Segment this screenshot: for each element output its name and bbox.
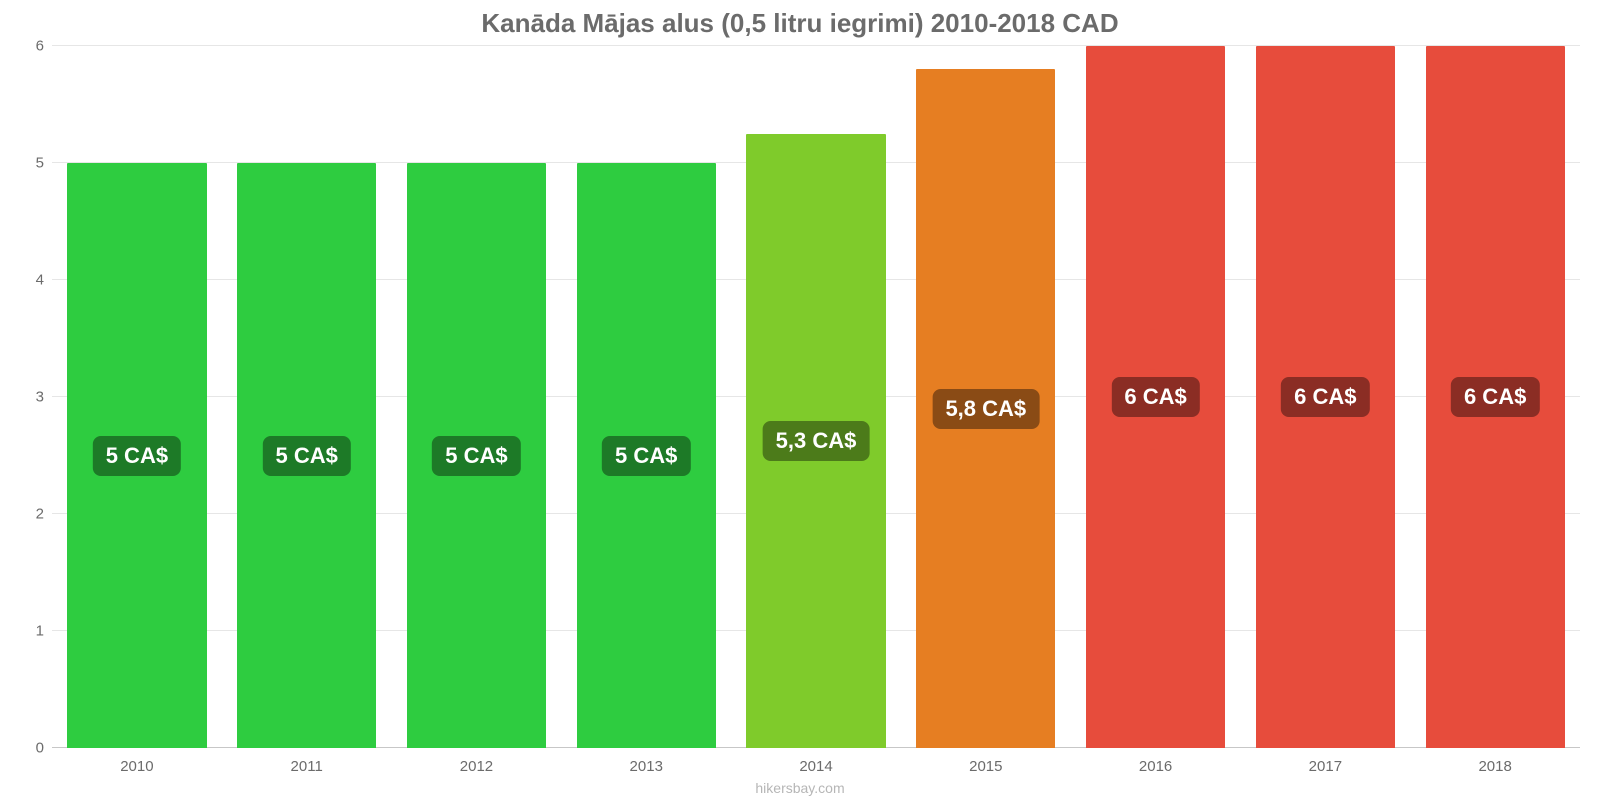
bar: 5,3 CA$: [746, 134, 885, 748]
x-tick-label: 2012: [460, 758, 493, 775]
bar-slot: 5 CA$2012: [392, 46, 562, 748]
y-tick-label: 4: [16, 272, 44, 289]
bar-value-label: 5,3 CA$: [763, 421, 870, 461]
bar-value-label: 5 CA$: [262, 436, 350, 476]
bar-value-label: 6 CA$: [1281, 377, 1369, 417]
bar: 5,8 CA$: [916, 69, 1055, 748]
attribution: hikersbay.com: [0, 780, 1600, 796]
bar-slot: 6 CA$2016: [1071, 46, 1241, 748]
x-tick-label: 2013: [630, 758, 663, 775]
bar: 5 CA$: [577, 163, 716, 748]
y-tick-label: 5: [16, 155, 44, 172]
y-tick-label: 1: [16, 623, 44, 640]
bar-value-label: 5 CA$: [93, 436, 181, 476]
bar: 6 CA$: [1086, 46, 1225, 748]
bar-value-label: 6 CA$: [1451, 377, 1539, 417]
bar: 6 CA$: [1426, 46, 1565, 748]
bar-value-label: 5,8 CA$: [932, 389, 1039, 429]
x-tick-label: 2017: [1309, 758, 1342, 775]
bar-slot: 5,3 CA$2014: [731, 46, 901, 748]
y-tick-label: 0: [16, 740, 44, 757]
bar: 5 CA$: [67, 163, 206, 748]
bar-value-label: 5 CA$: [432, 436, 520, 476]
chart-title: Kanāda Mājas alus (0,5 litru iegrimi) 20…: [0, 8, 1600, 39]
bars-container: 5 CA$20105 CA$20115 CA$20125 CA$20135,3 …: [52, 46, 1580, 748]
bar-slot: 6 CA$2018: [1410, 46, 1580, 748]
bar-chart: Kanāda Mājas alus (0,5 litru iegrimi) 20…: [0, 0, 1600, 800]
bar-value-label: 5 CA$: [602, 436, 690, 476]
x-tick-label: 2014: [799, 758, 832, 775]
bar: 5 CA$: [407, 163, 546, 748]
x-tick-label: 2015: [969, 758, 1002, 775]
y-tick-label: 6: [16, 38, 44, 55]
x-tick-label: 2010: [120, 758, 153, 775]
x-tick-label: 2011: [291, 758, 323, 775]
y-tick-label: 3: [16, 389, 44, 406]
bar-slot: 5 CA$2013: [561, 46, 731, 748]
x-tick-label: 2016: [1139, 758, 1172, 775]
bar-slot: 5,8 CA$2015: [901, 46, 1071, 748]
x-tick-label: 2018: [1478, 758, 1511, 775]
y-tick-label: 2: [16, 506, 44, 523]
bar-slot: 5 CA$2011: [222, 46, 392, 748]
plot-area: 0123456 5 CA$20105 CA$20115 CA$20125 CA$…: [52, 46, 1580, 748]
bar: 5 CA$: [237, 163, 376, 748]
bar-slot: 5 CA$2010: [52, 46, 222, 748]
bar-slot: 6 CA$2017: [1240, 46, 1410, 748]
bar: 6 CA$: [1256, 46, 1395, 748]
bar-value-label: 6 CA$: [1111, 377, 1199, 417]
